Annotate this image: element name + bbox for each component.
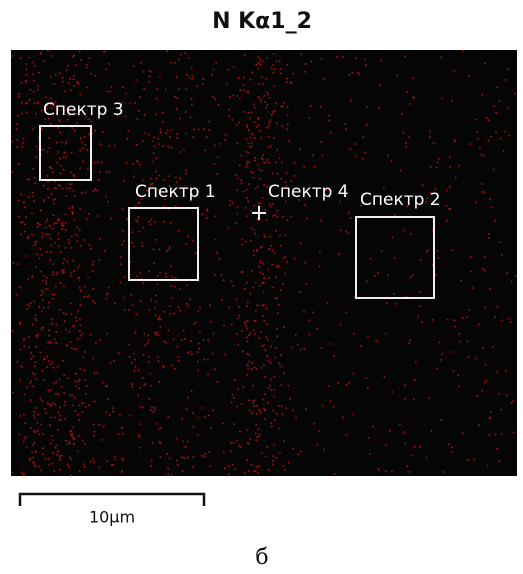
region-label: Спектр 2 bbox=[360, 190, 441, 210]
region-label: Спектр 4 bbox=[268, 182, 349, 202]
scale-label: 10µm bbox=[89, 508, 135, 527]
region-label: Спектр 3 bbox=[43, 100, 124, 120]
figure: N Kα1_2 Спектр 3 Спектр 1 Спектр 4 Спект… bbox=[0, 0, 523, 574]
title: N Kα1_2 bbox=[212, 9, 312, 34]
figure-svg: N Kα1_2 Спектр 3 Спектр 1 Спектр 4 Спект… bbox=[0, 0, 523, 574]
scale-bar bbox=[20, 494, 204, 506]
caption: б bbox=[255, 545, 268, 570]
region-label: Спектр 1 bbox=[135, 182, 216, 202]
